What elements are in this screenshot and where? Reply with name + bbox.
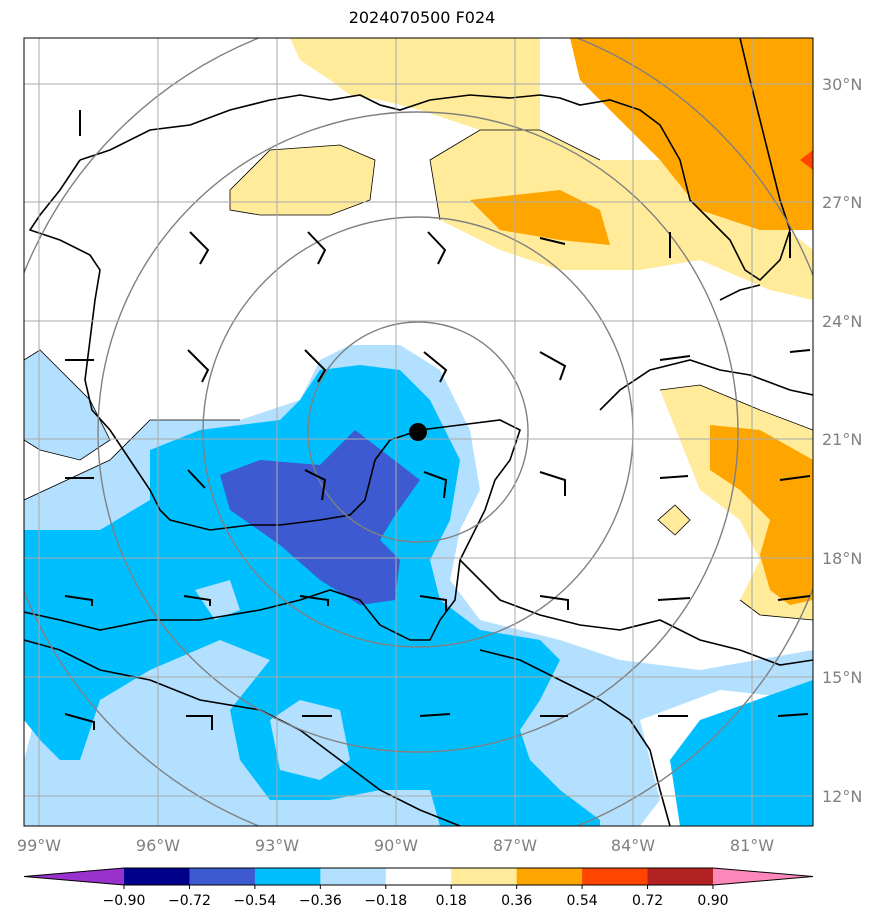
lat-tick-label: 27°N xyxy=(822,193,862,212)
lat-tick-label: 12°N xyxy=(822,787,862,806)
wind-barb xyxy=(423,351,448,383)
wind-barb xyxy=(419,713,451,717)
wind-barb xyxy=(423,471,448,499)
colorbar-label: 0.72 xyxy=(632,893,663,909)
gridlines xyxy=(24,38,813,826)
colorbar-label: −0.90 xyxy=(103,893,146,909)
colorbar-segment xyxy=(385,868,452,885)
wind-barb xyxy=(64,713,95,730)
wind-barb xyxy=(539,237,566,245)
colorbar-label: −0.36 xyxy=(299,893,342,909)
lon-tick-label: 99°W xyxy=(17,836,61,855)
wind-barb xyxy=(64,595,93,606)
colorbar-label: 0.54 xyxy=(567,893,598,909)
lon-tick-label: 81°W xyxy=(730,836,774,855)
contour-lightblue-hole-1 xyxy=(195,580,240,620)
contour-lightblue-hole-2 xyxy=(270,700,350,780)
map-frame xyxy=(23,37,814,827)
wind-barb xyxy=(539,595,569,610)
lat-tick-label: 24°N xyxy=(822,312,862,331)
lon-tick-label: 93°W xyxy=(255,836,299,855)
colorbar-segment xyxy=(254,868,321,885)
colorbar-segment xyxy=(647,868,714,885)
contour-lightblue-west xyxy=(24,350,110,460)
lat-tick-label: 21°N xyxy=(822,430,862,449)
lon-tick-label: 84°W xyxy=(611,836,655,855)
wind-barb xyxy=(187,469,206,489)
wind-barb xyxy=(777,595,811,601)
map-title: 2024070500 F024 xyxy=(348,8,496,27)
colorbar-segment xyxy=(451,868,518,885)
contour-lines xyxy=(24,129,813,621)
colorbar: −0.90 −0.72 −0.54 −0.36 −0.18 0.18 0.36 0.54 0.7… xyxy=(23,867,814,909)
wind-barb xyxy=(186,715,213,730)
wind-barb xyxy=(659,355,691,361)
lat-tick-labels: 30°N 27°N 24°N 21°N 18°N 15°N 12°N xyxy=(822,75,862,806)
colorbar-segment xyxy=(582,868,649,885)
colorbar-segment xyxy=(320,868,387,885)
lat-tick-label: 18°N xyxy=(822,549,862,568)
colorbar-segment xyxy=(189,868,256,885)
wind-barb xyxy=(427,231,447,265)
coastlines xyxy=(24,38,813,826)
wind-barb xyxy=(419,595,447,612)
colorbar-label: 0.90 xyxy=(697,893,728,909)
wind-barb xyxy=(777,713,809,717)
wind-barb xyxy=(659,475,689,479)
wind-barb xyxy=(304,469,327,501)
wind-barb xyxy=(187,349,210,383)
wind-barb xyxy=(539,351,567,381)
contour-red-small xyxy=(800,150,813,170)
wind-barb xyxy=(189,231,210,265)
colorbar-label: 0.18 xyxy=(436,893,467,909)
wind-barb xyxy=(307,231,327,265)
lat-tick-label: 30°N xyxy=(822,75,862,94)
lat-tick-label: 15°N xyxy=(822,668,862,687)
colorbar-label: −0.18 xyxy=(364,893,407,909)
colorbar-label: −0.72 xyxy=(168,893,211,909)
wind-barb xyxy=(789,349,811,353)
wind-barb xyxy=(304,349,327,383)
contour-blue-core xyxy=(220,430,420,605)
wind-barb xyxy=(299,595,329,606)
lon-tick-labels: 99°W 96°W 93°W 90°W 87°W 84°W 81°W xyxy=(17,836,774,855)
wind-barb xyxy=(183,595,211,606)
wind-barbs xyxy=(64,110,811,730)
colorbar-segment xyxy=(124,868,190,885)
colorbar-segment xyxy=(516,868,583,885)
contour-cyan-east xyxy=(670,680,813,826)
colorbar-extend-high xyxy=(713,868,813,885)
lon-tick-label: 96°W xyxy=(136,836,180,855)
storm-center-marker xyxy=(409,423,427,441)
lon-tick-label: 90°W xyxy=(374,836,418,855)
colorbar-label: −0.54 xyxy=(233,893,276,909)
contour-orange-inner xyxy=(470,190,610,245)
colorbar-extend-low xyxy=(24,868,124,885)
wind-barb xyxy=(779,475,811,481)
contour-yellow-west xyxy=(230,145,375,215)
wind-barb xyxy=(657,597,691,601)
wind-barb xyxy=(539,471,566,496)
colorbar-label: 0.36 xyxy=(501,893,532,909)
lon-tick-label: 87°W xyxy=(493,836,537,855)
